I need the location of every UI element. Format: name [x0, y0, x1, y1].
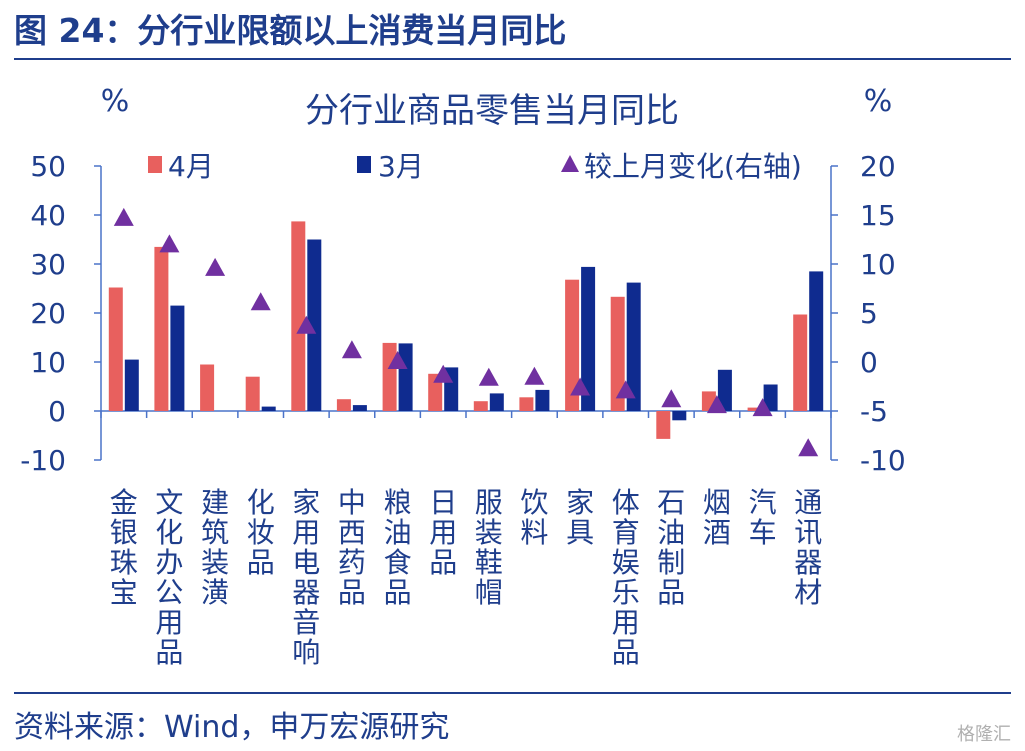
bar-march	[489, 393, 504, 411]
bar-april	[747, 407, 762, 411]
bar-march	[124, 359, 139, 411]
change-marker	[433, 364, 454, 383]
legend-swatch-march	[357, 156, 371, 173]
bar-march	[672, 411, 687, 421]
category-label: 服装鞋帽	[475, 486, 503, 609]
change-marker	[706, 395, 727, 414]
legend-swatch-april	[148, 156, 162, 173]
category-label: 金银珠宝	[110, 486, 138, 609]
right-axis-tick-label: 15	[860, 199, 896, 232]
category-label: 粮油食品	[384, 486, 412, 609]
change-marker	[752, 398, 773, 417]
left-axis-tick-label: -10	[20, 444, 66, 477]
bar-march	[809, 271, 824, 411]
left-axis-tick-label: 0	[48, 395, 66, 428]
category-labels: 金银珠宝文化办公用品建筑装潢化妆品家用电器音响中西药品粮油食品日用品服装鞋帽饮料…	[110, 486, 822, 669]
watermark: 格隆汇	[957, 724, 1011, 745]
legend-label-april: 4月	[168, 150, 214, 183]
bar-march	[535, 389, 550, 411]
legend-marker-change	[561, 155, 579, 172]
bar-april	[336, 399, 351, 411]
left-axis-unit: %	[101, 84, 130, 119]
change-marker	[341, 340, 362, 359]
category-label: 建筑装潢	[201, 486, 229, 609]
change-marker	[113, 207, 134, 226]
right-axis-unit: %	[864, 84, 893, 119]
change-marker	[798, 438, 819, 457]
category-label: 家具	[566, 486, 594, 549]
chart-title: 分行业商品零售当月同比	[305, 91, 679, 131]
bar-april	[656, 411, 671, 439]
legend-label-march: 3月	[378, 150, 424, 183]
change-marker	[387, 351, 408, 369]
right-axis-tick-label: -10	[860, 444, 906, 477]
left-axis-tick-label: 30	[30, 248, 66, 281]
left-axis-tick-label: 40	[30, 199, 66, 232]
bar-april	[473, 401, 488, 411]
bar-april	[610, 296, 625, 411]
bar-march	[261, 406, 276, 411]
bar-april	[565, 279, 580, 411]
right-axis-tick-label: -5	[860, 395, 888, 428]
figure-title: 图 24：分行业限额以上消费当月同比	[14, 11, 567, 50]
category-label: 体育娱乐用品	[612, 486, 640, 669]
bar-march	[763, 384, 778, 411]
right-axis-tick-label: 5	[860, 297, 878, 330]
change-marker	[250, 292, 271, 311]
category-label: 汽车	[749, 486, 777, 549]
change-marker	[478, 367, 499, 386]
source-divider	[14, 692, 1011, 694]
legend: 4月 3月 较上月变化(右轴)	[148, 150, 802, 183]
bar-march	[626, 282, 641, 411]
change-markers	[113, 207, 819, 457]
title-divider	[14, 58, 1011, 60]
bar-april	[200, 364, 215, 411]
right-axis-tick-label: 20	[860, 150, 896, 183]
right-axis-tick-label: 0	[860, 346, 878, 379]
bar-april	[108, 287, 123, 411]
bars	[108, 221, 824, 439]
change-marker	[205, 257, 226, 276]
category-label: 化妆品	[247, 486, 275, 579]
category-label: 家用电器音响	[292, 486, 320, 669]
bar-april	[154, 246, 169, 411]
left-axis-tick-label: 50	[30, 150, 66, 183]
left-axis-tick-label: 20	[30, 297, 66, 330]
bar-april	[793, 314, 808, 411]
category-label: 日用品	[429, 486, 457, 579]
category-label: 文化办公用品	[155, 486, 183, 669]
category-label: 饮料	[520, 486, 548, 549]
category-label: 烟酒	[703, 486, 731, 549]
change-marker	[524, 366, 545, 385]
bar-march	[398, 343, 413, 411]
change-marker	[296, 315, 317, 334]
bar-march	[717, 369, 732, 411]
bar-march	[170, 305, 185, 411]
bar-april	[245, 376, 260, 411]
legend-label-change: 较上月变化(右轴)	[584, 150, 802, 183]
change-marker	[159, 234, 180, 253]
bar-march	[352, 405, 367, 411]
category-label: 中西药品	[338, 486, 366, 609]
change-marker	[661, 389, 682, 408]
category-label: 石油制品	[657, 486, 685, 609]
bar-april	[291, 221, 306, 411]
chart-canvas: 分行业商品零售当月同比 % % 4月 3月 较上月变化(右轴) 50403020…	[20, 84, 905, 669]
bar-april	[519, 397, 534, 411]
source-note: 资料来源：Wind，申万宏源研究	[14, 710, 450, 745]
bar-april	[428, 373, 443, 411]
change-marker	[570, 377, 591, 396]
left-axis-tick-label: 10	[30, 346, 66, 379]
category-label: 通讯器材	[794, 486, 822, 609]
change-marker	[615, 380, 636, 399]
bar-april	[382, 342, 397, 411]
bar-march	[581, 266, 596, 411]
right-axis-tick-label: 10	[860, 248, 896, 281]
bar-march	[307, 239, 322, 411]
